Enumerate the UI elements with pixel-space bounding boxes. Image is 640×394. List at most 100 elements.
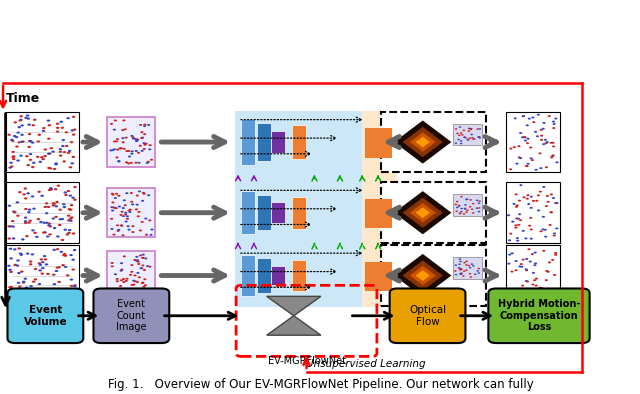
Circle shape	[111, 193, 114, 195]
Circle shape	[61, 139, 65, 141]
Circle shape	[134, 162, 138, 164]
Bar	[108, 251, 156, 300]
Circle shape	[508, 239, 511, 241]
Circle shape	[463, 213, 465, 215]
Circle shape	[29, 285, 33, 287]
Circle shape	[72, 232, 76, 234]
Circle shape	[516, 204, 519, 206]
Circle shape	[552, 121, 555, 123]
Circle shape	[136, 272, 140, 274]
Bar	[241, 191, 255, 234]
Circle shape	[48, 189, 51, 191]
Circle shape	[36, 156, 40, 158]
Circle shape	[29, 260, 33, 263]
Circle shape	[509, 148, 513, 150]
Circle shape	[69, 208, 72, 211]
Circle shape	[33, 300, 36, 302]
Circle shape	[521, 136, 524, 138]
Circle shape	[509, 232, 513, 234]
Circle shape	[529, 217, 532, 219]
Circle shape	[470, 129, 472, 130]
Circle shape	[135, 140, 138, 142]
Circle shape	[31, 253, 35, 255]
Polygon shape	[410, 203, 436, 223]
Circle shape	[470, 263, 473, 265]
FancyBboxPatch shape	[8, 288, 83, 343]
Circle shape	[123, 255, 126, 257]
Circle shape	[111, 262, 114, 264]
Circle shape	[68, 150, 72, 152]
Text: EV-MGRFlowNet: EV-MGRFlowNet	[268, 357, 346, 366]
Circle shape	[34, 278, 37, 281]
Circle shape	[553, 291, 556, 293]
Bar	[257, 258, 271, 293]
Circle shape	[460, 211, 463, 212]
Polygon shape	[403, 127, 443, 157]
Circle shape	[133, 275, 136, 277]
Circle shape	[55, 201, 59, 203]
Circle shape	[47, 119, 50, 122]
Circle shape	[13, 211, 17, 214]
Polygon shape	[415, 137, 430, 147]
Circle shape	[20, 254, 23, 256]
Polygon shape	[403, 197, 443, 228]
Circle shape	[116, 290, 120, 292]
Circle shape	[545, 270, 548, 272]
Circle shape	[535, 278, 538, 280]
Circle shape	[122, 278, 125, 280]
Circle shape	[115, 193, 118, 195]
Circle shape	[111, 266, 114, 268]
Bar	[453, 124, 482, 145]
Circle shape	[519, 219, 522, 221]
Circle shape	[462, 275, 465, 277]
Circle shape	[526, 142, 529, 144]
Circle shape	[69, 220, 73, 222]
Circle shape	[521, 301, 524, 303]
Circle shape	[514, 297, 517, 299]
Circle shape	[460, 273, 462, 275]
Circle shape	[39, 221, 43, 223]
Circle shape	[122, 141, 125, 143]
Circle shape	[38, 283, 41, 285]
Circle shape	[125, 162, 128, 163]
Circle shape	[142, 286, 145, 288]
Circle shape	[515, 217, 518, 219]
Circle shape	[27, 211, 31, 213]
Circle shape	[125, 278, 129, 280]
Circle shape	[114, 273, 117, 275]
Circle shape	[26, 164, 30, 166]
Circle shape	[518, 213, 521, 215]
Text: Unsupervised Learning: Unsupervised Learning	[306, 359, 425, 369]
Circle shape	[36, 140, 40, 143]
Circle shape	[547, 271, 550, 273]
Circle shape	[149, 234, 152, 236]
Circle shape	[64, 266, 67, 268]
Polygon shape	[394, 254, 451, 297]
Circle shape	[471, 137, 474, 139]
Circle shape	[141, 264, 145, 266]
Circle shape	[139, 229, 142, 231]
Bar	[108, 188, 156, 237]
Circle shape	[31, 229, 35, 232]
Circle shape	[522, 258, 525, 260]
Circle shape	[554, 252, 557, 254]
Circle shape	[17, 132, 20, 134]
Circle shape	[540, 230, 543, 232]
Circle shape	[514, 117, 517, 119]
Circle shape	[527, 248, 531, 250]
Circle shape	[73, 186, 77, 188]
Circle shape	[130, 192, 133, 194]
Circle shape	[519, 157, 522, 159]
Circle shape	[24, 208, 28, 210]
Circle shape	[24, 188, 27, 190]
Circle shape	[115, 156, 118, 158]
Circle shape	[144, 284, 147, 286]
Circle shape	[547, 293, 550, 294]
Circle shape	[532, 121, 536, 123]
Circle shape	[553, 235, 556, 237]
Circle shape	[10, 286, 13, 288]
Circle shape	[525, 299, 528, 301]
Circle shape	[44, 149, 47, 151]
Circle shape	[72, 156, 75, 158]
Circle shape	[465, 264, 468, 266]
